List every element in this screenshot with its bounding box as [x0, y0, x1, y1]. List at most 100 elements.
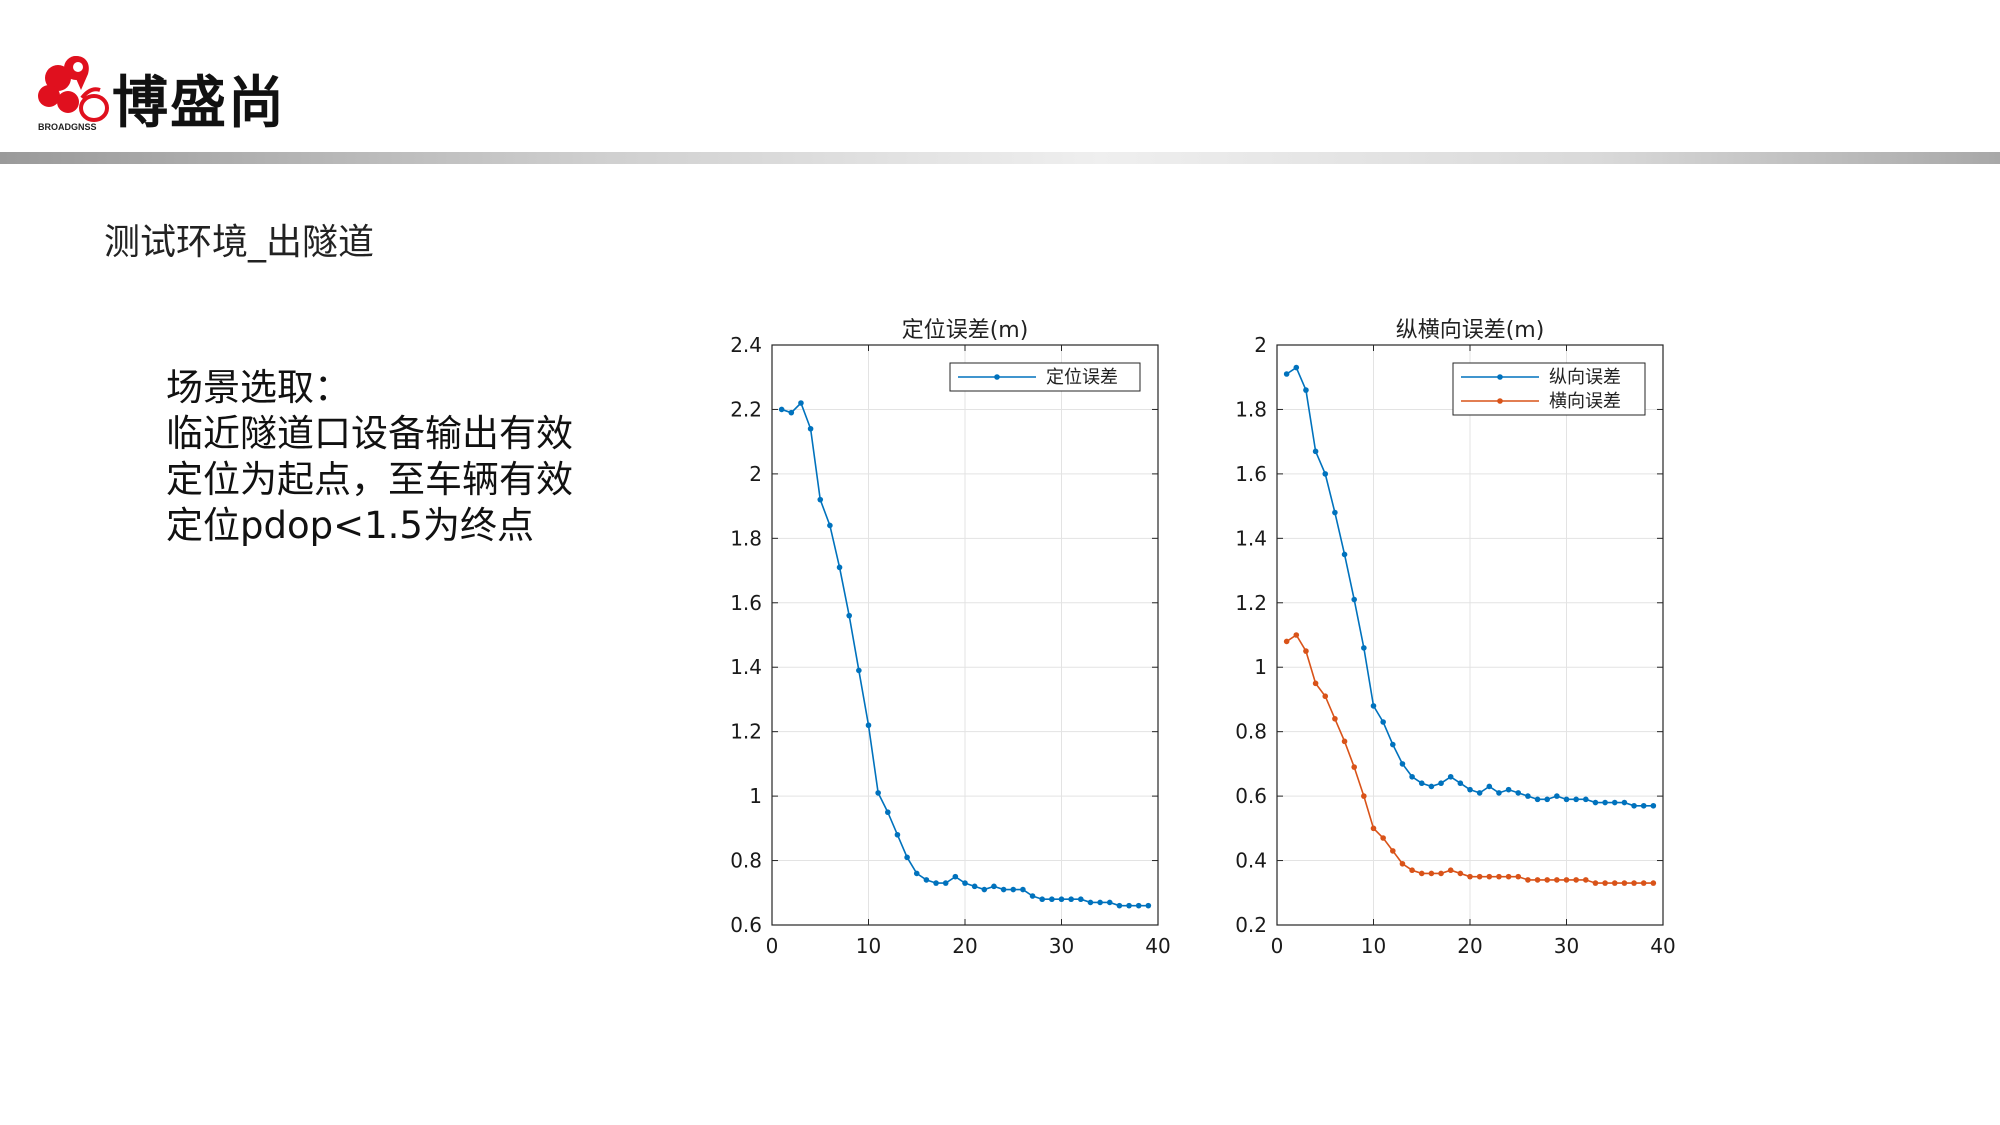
- data-point: [1563, 877, 1570, 883]
- legend-label: 横向误差: [1549, 391, 1621, 412]
- data-point: [1525, 877, 1531, 883]
- data-point: [1293, 364, 1300, 371]
- legend-marker: [994, 374, 1000, 380]
- y-tick-label: 1.2: [730, 720, 762, 744]
- data-point: [1534, 877, 1541, 883]
- data-point: [894, 831, 901, 838]
- data-point: [1544, 796, 1550, 803]
- x-tick-label: 30: [1554, 934, 1579, 958]
- data-point: [1312, 448, 1319, 455]
- data-point: [1438, 780, 1444, 787]
- data-point: [1486, 873, 1493, 880]
- data-point: [1390, 741, 1396, 748]
- data-point: [1650, 802, 1657, 809]
- data-point: [1611, 880, 1618, 886]
- data-point: [807, 425, 814, 432]
- y-tick-label: 0.6: [730, 913, 762, 937]
- data-point: [1399, 860, 1406, 867]
- data-point: [962, 880, 968, 886]
- x-tick-label: 20: [952, 934, 977, 958]
- long-lat-error-chart: 0 10 20 30 40 0.2 0.4 0.6 0.8 1 1.2 1.4 1.6 1.8 2 纵横向误差…: [1235, 318, 1676, 958]
- x-tick-label: 10: [1361, 934, 1386, 958]
- data-point: [1457, 870, 1464, 877]
- positioning-error-chart: 0 10 20 30 40 0.6 0.8 1 1.2 1.4 1.6 1.8 2 2.2 2.4 定位误差(…: [730, 318, 1171, 958]
- data-point: [1145, 902, 1152, 909]
- data-point: [1283, 371, 1290, 377]
- data-point: [1135, 902, 1142, 909]
- data-point: [1380, 719, 1386, 725]
- data-point: [1602, 880, 1608, 886]
- data-point: [1467, 873, 1473, 880]
- data-point: [991, 883, 997, 890]
- x-tick-label: 20: [1457, 934, 1482, 958]
- data-point: [827, 522, 833, 529]
- data-point: [1515, 790, 1522, 796]
- y-tick-label: 1.8: [730, 526, 762, 550]
- data-point: [1303, 648, 1309, 654]
- data-point: [1303, 387, 1309, 393]
- data-point: [1505, 873, 1512, 880]
- y-tick-label: 1.6: [1235, 462, 1267, 486]
- data-point: [1650, 880, 1657, 886]
- data-point: [788, 409, 795, 416]
- x-tick-label: 40: [1650, 934, 1675, 958]
- data-point: [1370, 825, 1377, 832]
- description-line: 临近隧道口设备输出有效: [166, 412, 573, 455]
- y-tick-label: 1: [749, 784, 762, 808]
- data-point: [1515, 873, 1522, 880]
- y-tick-label: 1.2: [1235, 591, 1267, 615]
- data-point: [904, 854, 910, 861]
- data-point: [913, 870, 920, 877]
- y-tick-label: 0.8: [730, 849, 762, 873]
- y-tick-label: 2.2: [730, 397, 762, 421]
- data-point: [798, 400, 804, 406]
- x-tick-label: 40: [1145, 934, 1170, 958]
- data-point: [1322, 693, 1329, 700]
- x-tick-label: 10: [856, 934, 881, 958]
- data-point: [1380, 835, 1386, 841]
- data-point: [836, 564, 843, 571]
- data-point: [1126, 902, 1132, 909]
- data-point: [1010, 886, 1017, 893]
- data-point: [1370, 703, 1377, 709]
- data-point: [1361, 645, 1367, 651]
- data-point: [1621, 880, 1628, 886]
- data-point: [952, 873, 959, 880]
- data-point: [1020, 886, 1026, 893]
- description-line: 定位pdop<1.5为终点: [166, 504, 534, 547]
- data-point: [1068, 896, 1074, 903]
- data-point: [1621, 799, 1628, 806]
- data-point: [1409, 773, 1415, 780]
- data-point: [1554, 877, 1560, 883]
- data-point: [1000, 886, 1007, 893]
- y-tick-label: 1.8: [1235, 397, 1267, 421]
- data-point: [865, 722, 872, 729]
- data-point: [923, 877, 930, 883]
- data-point: [1293, 632, 1300, 638]
- y-tick-label: 2: [749, 462, 762, 486]
- data-point: [1640, 802, 1647, 809]
- legend-marker: [1497, 398, 1503, 404]
- data-point: [1078, 896, 1084, 903]
- y-tick-label: 0.6: [1235, 784, 1267, 808]
- data-point: [1312, 680, 1319, 687]
- data-point: [1573, 877, 1579, 883]
- data-point: [1544, 877, 1550, 883]
- y-tick-label: 1: [1254, 655, 1267, 679]
- data-point: [1583, 877, 1589, 883]
- data-point: [778, 406, 785, 413]
- data-point: [1573, 796, 1579, 803]
- data-point: [1438, 870, 1444, 877]
- data-point: [1525, 793, 1531, 799]
- legend-box: [1452, 362, 1646, 416]
- data-point: [1029, 893, 1036, 899]
- data-point: [1106, 899, 1113, 906]
- data-point: [1602, 799, 1608, 806]
- data-point: [1476, 790, 1483, 796]
- data-point: [1418, 870, 1425, 877]
- y-tick-label: 0.4: [1235, 849, 1267, 873]
- y-tick-label: 1.6: [730, 591, 762, 615]
- logo-caption: BROADGNSS: [38, 122, 97, 132]
- scenario-description: 场景选取： 临近隧道口设备输出有效 定位为起点，至车辆有效 定位pdop<1.5…: [166, 365, 573, 549]
- data-point: [1116, 902, 1123, 909]
